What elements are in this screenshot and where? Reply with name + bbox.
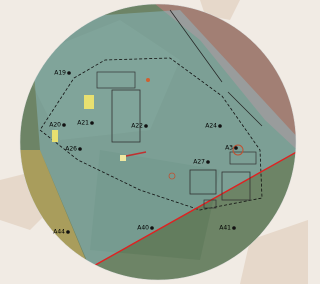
point-marker [90,121,94,125]
point-marker [66,230,70,234]
map: A19 A20 A21 A26 A22 A24 A3 A27 A40 A41 A44 [0,0,308,284]
point-label: A24 [205,123,217,130]
point-marker [62,123,66,127]
page: {"labels": ["A19", "A20", "A21", "A26", … [0,0,308,284]
point-label: A3 [225,145,233,152]
point-marker [144,124,148,128]
point-marker [232,226,236,230]
point-label: A41 [219,225,231,232]
point-marker [206,160,210,164]
point-marker [78,147,82,151]
point-label: A19 [54,70,66,77]
point-label: A40 [137,225,149,232]
point-label: A22 [131,123,143,130]
point-label: A20 [49,122,61,129]
point-marker [218,124,222,128]
point-label: A21 [77,120,89,127]
point-label: A26 [65,146,77,153]
point-label: A27 [193,159,205,166]
point-marker [150,226,154,230]
point-label: A44 [53,229,65,236]
point-marker [234,146,238,150]
point-marker [67,71,71,75]
